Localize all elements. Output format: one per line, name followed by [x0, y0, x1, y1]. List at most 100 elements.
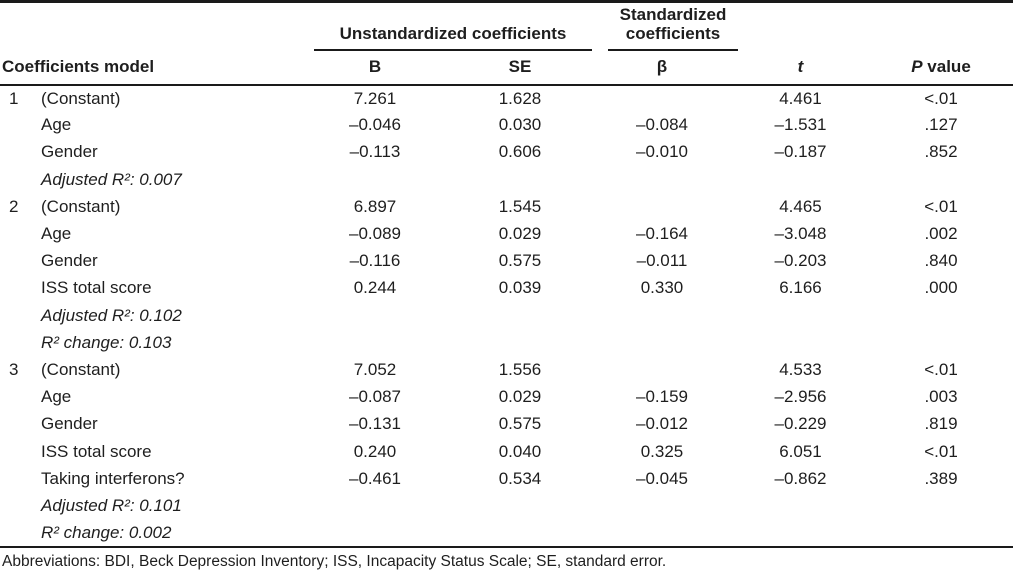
t-value: 6.051: [779, 441, 822, 461]
model-number: 1: [9, 88, 19, 108]
b-value: 7.052: [353, 359, 397, 379]
t-value: –0.203: [774, 251, 827, 271]
model-number: [0, 302, 34, 329]
se-value: 1.628: [498, 88, 542, 108]
se-value: 0.029: [498, 224, 542, 244]
group-header-row: Unstandardized coefficients Standardized…: [0, 2, 1013, 51]
beta-value: –0.159: [636, 387, 688, 407]
b-value: 7.261: [353, 88, 397, 108]
p-value: <.01: [924, 359, 958, 379]
se-value: 0.039: [498, 278, 542, 298]
model-number: [0, 438, 34, 465]
p-value: .840: [924, 251, 958, 271]
se-value: 1.545: [498, 196, 542, 216]
p-letter: P: [911, 57, 923, 76]
row-label: (Constant): [41, 196, 121, 216]
model-number: [0, 465, 34, 492]
p-word: value: [927, 57, 971, 76]
model-number: [0, 112, 34, 139]
model-number: [0, 492, 34, 519]
table-row: 2 (Constant) 6.897 1.545 4.465 <.01: [0, 193, 1013, 220]
model-number: [0, 220, 34, 247]
coefficients-table: Unstandardized coefficients Standardized…: [0, 0, 1013, 548]
b-value: –0.089: [349, 224, 401, 244]
model-number: [0, 520, 34, 547]
model-note: Adjusted R²: 0.007: [41, 169, 182, 189]
se-value: 0.040: [498, 441, 542, 461]
group-header-spacer: [732, 2, 869, 51]
table-row: Age –0.087 0.029 –0.159 –2.956 .003: [0, 384, 1013, 411]
p-value: .389: [924, 468, 958, 488]
column-header-pvalue: P value: [869, 50, 1013, 86]
beta-value: –0.011: [636, 251, 688, 271]
table-row: Age –0.046 0.030 –0.084 –1.531 .127: [0, 112, 1013, 139]
se-value: 0.029: [498, 387, 542, 407]
b-value: –0.461: [349, 468, 401, 488]
column-header-model: Coefficients model: [0, 50, 302, 86]
beta-value: –0.045: [636, 468, 688, 488]
t-value: –2.956: [774, 387, 827, 407]
p-value: .852: [924, 142, 958, 162]
column-header-t: t: [732, 50, 869, 86]
beta-value: [592, 85, 732, 112]
t-value: –0.862: [774, 468, 827, 488]
column-header-se: SE: [448, 50, 592, 86]
group-header-standardized: Standardized coefficients: [592, 2, 738, 51]
model-number: [0, 139, 34, 166]
table-row: ISS total score 0.244 0.039 0.330 6.166 .000: [0, 275, 1013, 302]
b-value: –0.131: [349, 414, 401, 434]
table-row: Taking interferons? –0.461 0.534 –0.045 –0.8…: [0, 465, 1013, 492]
model-number: [0, 384, 34, 411]
group-header-standardized-label: Standardized coefficients: [619, 5, 727, 44]
column-header-b: B: [302, 50, 448, 86]
model-number: [0, 248, 34, 275]
t-value: –3.048: [774, 224, 827, 244]
model-note: Adjusted R²: 0.102: [41, 305, 182, 325]
t-value: 4.461: [779, 88, 822, 108]
t-value: –0.187: [774, 142, 827, 162]
group-header-unstandardized-label: Unstandardized coefficients: [339, 23, 567, 43]
table-row: Gender –0.131 0.575 –0.012 –0.229 .819: [0, 411, 1013, 438]
p-value: .003: [924, 387, 958, 407]
p-value: <.01: [924, 88, 958, 108]
model-note: R² change: 0.002: [41, 522, 172, 542]
se-value: 0.030: [498, 115, 542, 135]
b-value: –0.046: [349, 115, 401, 135]
beta-value: [592, 356, 732, 383]
model-number: [0, 275, 34, 302]
column-header-beta: β: [592, 50, 732, 86]
note-row: Adjusted R²: 0.102: [0, 302, 1013, 329]
p-value: .000: [924, 278, 958, 298]
group-header-spacer: [0, 2, 302, 51]
note-row: Adjusted R²: 0.007: [0, 166, 1013, 193]
beta-value: 0.330: [640, 278, 684, 298]
t-value: 4.533: [779, 359, 822, 379]
model-number: 3: [9, 359, 19, 379]
p-value: .002: [924, 224, 958, 244]
row-label: ISS total score: [41, 278, 152, 298]
group-header-unstandardized: Unstandardized coefficients: [302, 2, 592, 51]
abbreviations-footnote: Abbreviations: BDI, Beck Depression Inve…: [2, 552, 667, 570]
model-number: [0, 329, 34, 356]
b-value: –0.116: [349, 251, 401, 271]
se-value: 0.534: [498, 468, 542, 488]
b-value: 6.897: [353, 196, 397, 216]
row-label: (Constant): [41, 359, 121, 379]
t-value: –0.229: [774, 414, 827, 434]
b-value: 0.244: [353, 278, 397, 298]
model-note: R² change: 0.103: [41, 332, 172, 352]
row-label: Age: [41, 115, 72, 135]
table-row: Gender –0.116 0.575 –0.011 –0.203 .840: [0, 248, 1013, 275]
beta-value: –0.010: [636, 142, 688, 162]
note-row: Adjusted R²: 0.101: [0, 492, 1013, 519]
beta-value: [592, 193, 732, 220]
beta-value: –0.084: [636, 115, 688, 135]
table-header: Unstandardized coefficients Standardized…: [0, 2, 1013, 86]
table-row: 1 (Constant) 7.261 1.628 4.461 <.01: [0, 85, 1013, 112]
row-label: Gender: [41, 414, 98, 434]
table-row: Gender –0.113 0.606 –0.010 –0.187 .852: [0, 139, 1013, 166]
se-value: 1.556: [498, 359, 542, 379]
p-value: .819: [924, 414, 958, 434]
row-label: Gender: [41, 251, 98, 271]
p-value: .127: [924, 115, 958, 135]
